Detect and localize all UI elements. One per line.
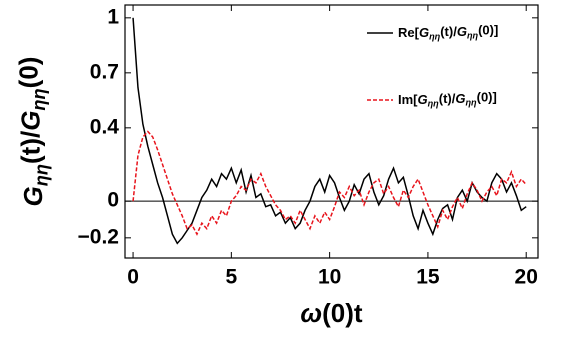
plot-frame bbox=[124, 4, 539, 259]
y-axis-label: Gηη(t)/Gηη(0) bbox=[13, 57, 51, 207]
series-line bbox=[132, 130, 527, 236]
label-part: ηη bbox=[428, 99, 440, 109]
legend-label: Re[Gηη(t)/Gηη(0)] bbox=[398, 23, 498, 42]
y-tick-label: −0.2 bbox=[78, 225, 119, 248]
label-part: ω bbox=[300, 298, 322, 328]
label-part: (t)/ bbox=[16, 131, 46, 164]
label-part: ηη bbox=[31, 164, 51, 186]
y-tick-label: 1 bbox=[107, 5, 119, 28]
y-tick-label: 0.7 bbox=[90, 60, 119, 83]
label-part: ηη bbox=[29, 88, 49, 110]
x-tick-label: 5 bbox=[226, 266, 238, 289]
legend-label: Im[Gηη(t)/Gηη(0)] bbox=[398, 90, 497, 109]
x-tick-label: 15 bbox=[416, 266, 440, 289]
x-axis-label: ω(0)t bbox=[300, 298, 362, 328]
label-part: G bbox=[419, 25, 429, 40]
label-part: (0)] bbox=[478, 23, 498, 38]
label-part: ηη bbox=[467, 31, 479, 41]
label-part: ηη bbox=[429, 32, 441, 42]
label-part: Im[ bbox=[398, 92, 418, 107]
label-part: G bbox=[16, 111, 46, 131]
label-part: G bbox=[18, 186, 48, 206]
x-tick-label: 0 bbox=[127, 266, 139, 289]
y-tick-label: 0 bbox=[107, 189, 119, 212]
label-part: G bbox=[457, 24, 467, 39]
label-part: G bbox=[418, 92, 428, 107]
label-part: (t)/ bbox=[439, 91, 456, 106]
label-part: Re[ bbox=[398, 25, 420, 40]
label-part: (t)/ bbox=[440, 24, 457, 39]
label-part: G bbox=[455, 91, 465, 106]
label-part: (0) bbox=[13, 57, 43, 89]
label-part: (0)] bbox=[477, 90, 497, 105]
x-tick-label: 20 bbox=[515, 266, 538, 289]
label-part: ηη bbox=[465, 98, 477, 108]
series-line bbox=[132, 17, 527, 245]
y-tick-label: 0.4 bbox=[90, 115, 120, 138]
label-part: (0)t bbox=[322, 298, 363, 328]
x-tick-label: 10 bbox=[318, 266, 341, 289]
